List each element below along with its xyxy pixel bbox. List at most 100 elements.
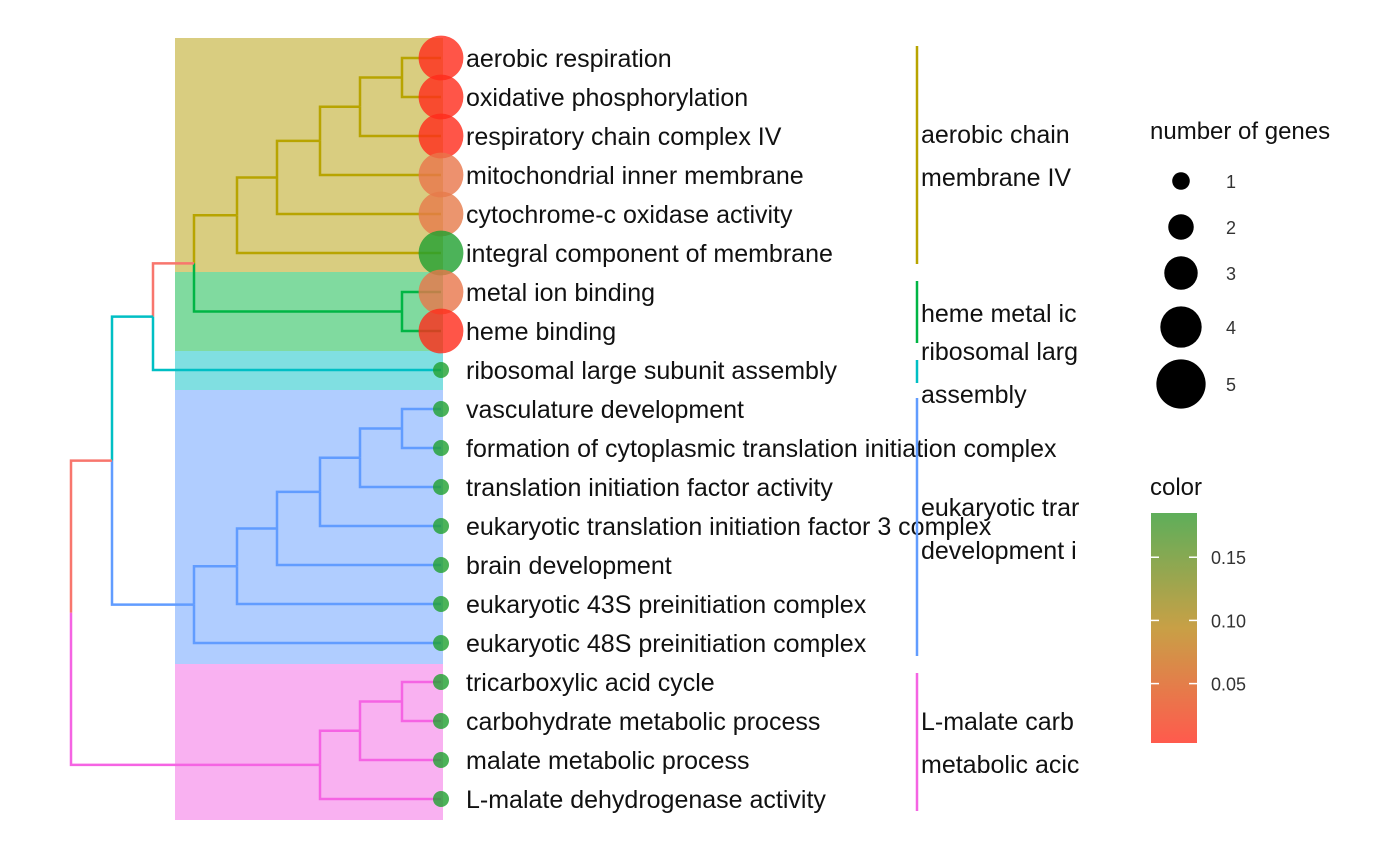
dendrogram-branch [358, 730, 441, 762]
dendrogram-branch [151, 316, 441, 372]
term-point [433, 791, 449, 807]
cluster-label: assembly [921, 381, 1027, 409]
term-point [418, 191, 464, 237]
dendrogram-branch [275, 528, 441, 567]
dendrogram-branch [192, 263, 402, 313]
dendrogram-branch-layer [69, 56, 441, 801]
term-label: mitochondrial inner membrane [466, 162, 804, 190]
term-label: integral component of membrane [466, 240, 833, 268]
dendrogram-branch [358, 457, 441, 489]
cluster-label: development i [921, 537, 1077, 565]
size-legend-key [1168, 214, 1194, 240]
dendrogram-branch [400, 428, 441, 450]
cluster-label: aerobic chain [921, 121, 1070, 149]
term-point [433, 557, 449, 573]
term-point [433, 596, 449, 612]
term-point [418, 269, 464, 315]
dendrogram-branch [358, 76, 402, 107]
term-label: vasculature development [466, 396, 744, 424]
legend-layer: number of genes color 1 2 3 4 5 0.05 0.10 0.15 [1150, 118, 1330, 743]
term-point [433, 440, 449, 456]
term-label: metal ion binding [466, 279, 655, 307]
dendrogram-branch [110, 460, 194, 606]
term-point [433, 518, 449, 534]
dendrogram-branch [235, 176, 277, 216]
size-legend-label: 3 [1226, 264, 1236, 284]
term-point [433, 635, 449, 651]
dendrogram-branch [275, 490, 320, 529]
term-label: eukaryotic 48S preinitiation complex [466, 630, 867, 658]
term-label: cytochrome-c oxidase activity [466, 201, 793, 229]
cluster-label: eukaryotic trar [921, 494, 1079, 522]
color-bar [1151, 513, 1197, 743]
term-label: eukaryotic translation initiation factor… [466, 513, 992, 541]
cluster-label: ribosomal larg [921, 338, 1078, 366]
color-bar-tick-label: 0.05 [1211, 675, 1246, 695]
term-label: ribosomal large subunit assembly [466, 357, 838, 385]
dendrogram-branch [192, 213, 237, 264]
term-point [418, 230, 464, 276]
dendrogram-branch [235, 527, 277, 567]
size-legend-key [1164, 256, 1198, 290]
cluster-label: heme metal ic [921, 300, 1077, 328]
dendrogram-branch [192, 604, 441, 645]
dendrogram-branch [275, 177, 441, 216]
size-legend-key [1172, 172, 1190, 190]
cluster-label: L-malate carb [921, 708, 1074, 736]
color-legend-title: color [1150, 474, 1202, 501]
term-point [418, 74, 464, 120]
dendrogram-branch [318, 491, 441, 528]
dendrogram-branch [235, 215, 441, 255]
size-legend-label: 2 [1226, 218, 1236, 238]
term-point [433, 752, 449, 768]
term-point-layer [418, 35, 464, 807]
dendrogram-branch [275, 139, 320, 178]
term-point [433, 401, 449, 417]
term-point [433, 674, 449, 690]
dendrogram-branch [192, 564, 237, 605]
dendrogram-branch [400, 680, 441, 702]
dendrogram-branch [318, 456, 360, 492]
dendrogram-branch [151, 262, 194, 317]
term-label: translation initiation factor activity [466, 474, 833, 502]
size-legend-label: 1 [1226, 172, 1236, 192]
term-label: malate metabolic process [466, 747, 749, 775]
dendrogram-branch [235, 566, 441, 606]
term-point [418, 35, 464, 81]
term-label: brain development [466, 552, 672, 580]
size-legend-key [1160, 306, 1202, 348]
dendrogram-branch [358, 106, 441, 138]
cluster-annotation-layer: aerobic chain membrane IV heme metal ic rib… [915, 46, 1079, 811]
dendrogram-branch [400, 701, 441, 723]
term-label: tricarboxylic acid cycle [466, 669, 715, 697]
color-bar-tick-label: 0.15 [1211, 548, 1246, 568]
size-legend-title: number of genes [1150, 118, 1330, 145]
dendrogram-branch [69, 459, 112, 613]
dendrogram-branch [318, 140, 441, 177]
dendrogram-branch [110, 315, 153, 461]
dendrogram-branch [400, 407, 441, 429]
term-label: carbohydrate metabolic process [466, 708, 820, 736]
term-label: formation of cytoplasmic translation ini… [466, 435, 1057, 463]
size-legend-label: 4 [1226, 318, 1236, 338]
term-point [433, 713, 449, 729]
dendrogram-branch [318, 764, 441, 801]
dendrogram-branch [318, 105, 360, 141]
term-point [418, 308, 464, 354]
term-label: aerobic respiration [466, 45, 672, 73]
size-legend-key [1156, 359, 1206, 409]
dendrogram-branch [318, 729, 360, 765]
cluster-label: membrane IV [921, 164, 1071, 192]
cluster-label: metabolic acic [921, 751, 1079, 779]
dendrogram-branch [69, 612, 320, 767]
term-label: L-malate dehydrogenase activity [466, 786, 826, 814]
dendrogram-branch [358, 427, 402, 458]
term-label: respiratory chain complex IV [466, 123, 782, 151]
term-point [433, 362, 449, 378]
cluster-highlight-5 [175, 664, 443, 820]
term-label: heme binding [466, 318, 616, 346]
term-point [418, 113, 464, 159]
dendrogram-branch [358, 700, 402, 731]
term-label-layer: aerobic respiration oxidative phosphoryla… [466, 45, 1057, 814]
